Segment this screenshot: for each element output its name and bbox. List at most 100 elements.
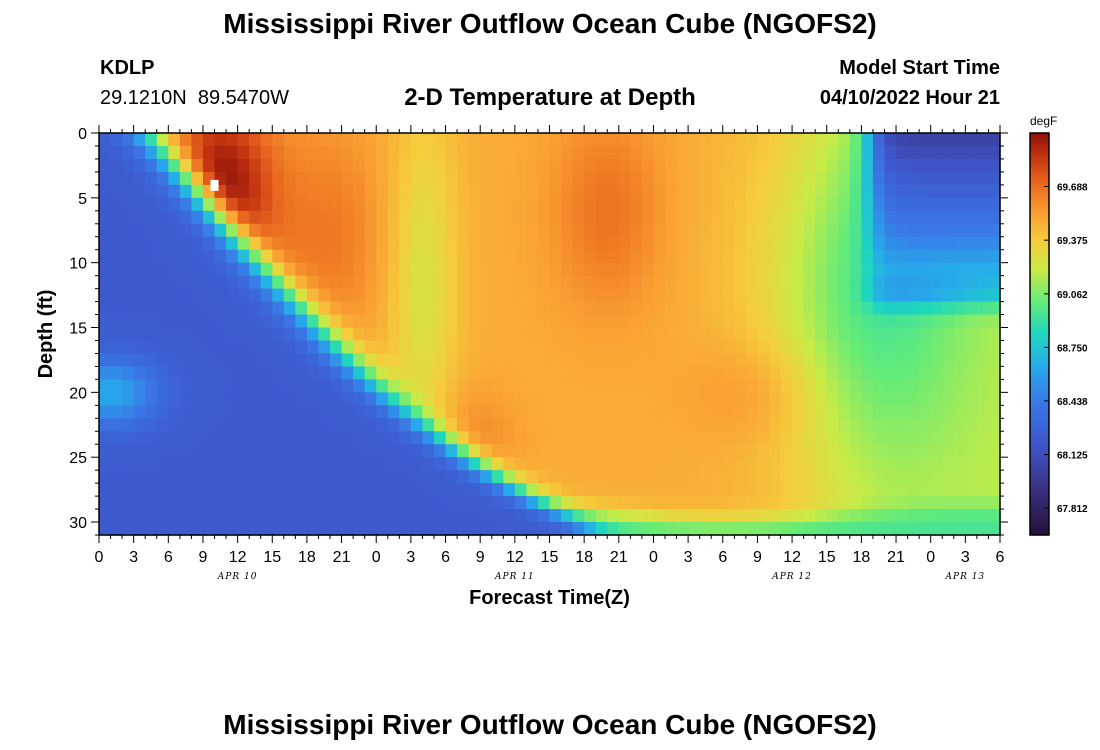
heatmap-cell [503, 431, 516, 445]
heatmap-cell [872, 275, 886, 290]
heatmap-cell [757, 210, 770, 225]
heatmap-cell [665, 379, 678, 393]
heatmap-cell [330, 327, 343, 342]
heatmap-cell [237, 496, 250, 510]
heatmap-cell [780, 275, 793, 290]
heatmap-cell [191, 275, 204, 290]
heatmap-cell [757, 197, 770, 212]
heatmap-cell [815, 470, 828, 484]
heatmap-cell [410, 327, 424, 342]
heatmap-cell [537, 470, 551, 484]
heatmap-cell [99, 522, 112, 536]
heatmap-cell [168, 470, 181, 484]
heatmap-cell [745, 171, 759, 186]
heatmap-cell [283, 210, 296, 225]
heatmap-cell [757, 145, 770, 160]
heatmap-cell [457, 444, 470, 458]
x-tick-label: 0 [926, 549, 935, 566]
heatmap-cell [237, 366, 250, 380]
heatmap-cell [387, 340, 400, 355]
heatmap-cell [780, 509, 793, 523]
heatmap-cell [133, 327, 146, 342]
x-tick-label: 6 [996, 549, 1005, 566]
heatmap-cell [907, 327, 920, 342]
heatmap-cell [330, 171, 343, 186]
heatmap-cell [387, 236, 400, 251]
heatmap-cell [722, 133, 735, 147]
heatmap-cell [260, 314, 273, 329]
heatmap-cell [156, 262, 169, 277]
heatmap-cell [641, 379, 655, 393]
footer-title: Mississippi River Outflow Ocean Cube (NG… [223, 709, 877, 740]
heatmap-cell [896, 366, 909, 380]
heatmap-cell [433, 405, 447, 419]
heatmap-cell [422, 210, 435, 225]
heatmap-cell [699, 483, 712, 497]
heatmap-cell [318, 431, 331, 445]
heatmap-cell [537, 444, 551, 458]
heatmap-cell [526, 210, 539, 225]
heatmap-cell [896, 262, 909, 277]
heatmap-cell [815, 301, 828, 316]
heatmap-cell [803, 223, 816, 238]
heatmap-cell [722, 483, 735, 497]
heatmap-cell [191, 392, 204, 406]
heatmap-cell [665, 340, 678, 355]
heatmap-cell [919, 431, 932, 445]
heatmap-cell [653, 379, 666, 393]
heatmap-cell [480, 353, 493, 368]
heatmap-cell [780, 288, 793, 303]
heatmap-cell [272, 366, 285, 380]
heatmap-cell [734, 431, 747, 445]
heatmap-cell [399, 470, 412, 484]
heatmap-cell [306, 379, 320, 393]
heatmap-cell [618, 431, 631, 445]
heatmap-cell [399, 522, 412, 536]
heatmap-cell [745, 392, 759, 406]
heatmap-cell [630, 340, 643, 355]
heatmap-cell [584, 133, 597, 147]
heatmap-cell [433, 470, 447, 484]
heatmap-cell [688, 249, 701, 264]
heatmap-cell [260, 158, 273, 173]
heatmap-cell [699, 262, 712, 277]
heatmap-cell [122, 470, 135, 484]
heatmap-cell [734, 366, 747, 380]
heatmap-cell [976, 314, 990, 329]
heatmap-cell [884, 236, 897, 251]
heatmap-cell [168, 379, 181, 393]
heatmap-cell [526, 483, 539, 497]
heatmap-cell [376, 171, 389, 186]
heatmap-cell [838, 418, 851, 432]
heatmap-cell [757, 314, 770, 329]
heatmap-cell [653, 158, 666, 173]
heatmap-cell [110, 314, 123, 329]
heatmap-cell [653, 509, 666, 523]
heatmap-cell [260, 223, 273, 238]
heatmap-cell [653, 301, 666, 316]
heatmap-cell [537, 340, 551, 355]
heatmap-cell [514, 133, 527, 147]
heatmap-cell [988, 171, 1001, 186]
x-tick-label: 18 [298, 549, 316, 566]
heatmap-cell [930, 483, 943, 497]
heatmap-cell [295, 405, 308, 419]
heatmap-cell [237, 301, 250, 316]
heatmap-cell [480, 133, 493, 147]
heatmap-cell [376, 223, 389, 238]
heatmap-cell [283, 158, 296, 173]
heatmap-cell [988, 327, 1001, 342]
heatmap-cell [734, 392, 747, 406]
heatmap-cell [202, 133, 216, 147]
heatmap-cell [768, 431, 782, 445]
heatmap-cell [815, 171, 828, 186]
heatmap-cell [884, 288, 897, 303]
heatmap-cell [353, 288, 366, 303]
heatmap-cell [133, 379, 146, 393]
heatmap-cell [110, 392, 123, 406]
heatmap-cell [849, 470, 862, 484]
heatmap-cell [514, 483, 527, 497]
heatmap-cell [630, 418, 643, 432]
heatmap-cell [191, 210, 204, 225]
